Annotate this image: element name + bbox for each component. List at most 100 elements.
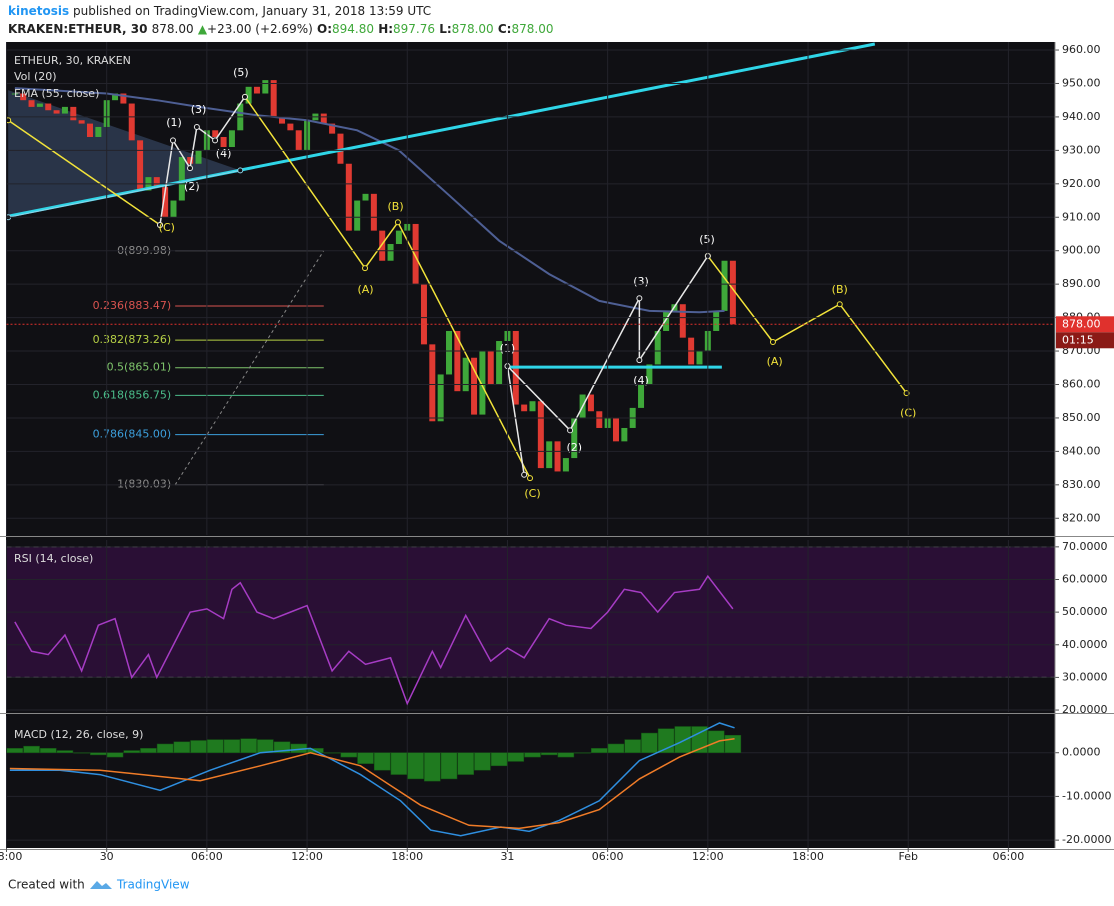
wave-label: (3) xyxy=(191,103,207,116)
x-tick-label: 12:00 xyxy=(692,850,724,863)
candle xyxy=(212,130,219,137)
candle xyxy=(220,136,227,148)
candle xyxy=(354,200,361,231)
wave-label: (B) xyxy=(832,283,848,296)
candle xyxy=(529,401,536,412)
candle xyxy=(28,100,35,107)
histogram-bar xyxy=(106,752,124,758)
y-tick-label: 70.0000 xyxy=(1062,540,1108,553)
histogram-bar xyxy=(457,752,474,775)
histogram-bar xyxy=(56,750,74,753)
candle xyxy=(345,163,352,231)
y-tick-label: -20.0000 xyxy=(1062,833,1111,846)
candle xyxy=(537,401,544,469)
author[interactable]: kinetosis xyxy=(8,4,69,18)
fib-label: 0.5(865.01) xyxy=(107,361,172,374)
candle xyxy=(554,441,561,472)
histogram-bar xyxy=(123,750,140,753)
candle xyxy=(521,404,528,412)
tv-logo xyxy=(90,881,112,889)
candle xyxy=(320,113,327,124)
candle xyxy=(596,411,603,428)
drawing-vertex xyxy=(6,117,12,124)
fib-label: 0.618(856.75) xyxy=(93,388,172,401)
candle xyxy=(713,310,720,331)
candle xyxy=(279,116,286,124)
change: +23.00 (+2.69%) xyxy=(207,22,313,36)
wave-label: (B) xyxy=(388,200,404,213)
y-tick-label: 20.0000 xyxy=(1062,703,1108,716)
candle xyxy=(170,200,177,218)
candle xyxy=(462,357,469,392)
histogram-bar xyxy=(641,732,658,753)
candle xyxy=(120,93,127,104)
histogram-bar xyxy=(407,752,424,780)
y-tick-label: 850.00 xyxy=(1062,411,1101,424)
triangle xyxy=(8,90,241,218)
y-tick-label: 940.00 xyxy=(1062,110,1101,123)
histogram-bar xyxy=(524,752,541,758)
candle xyxy=(195,150,202,164)
candle xyxy=(696,351,703,365)
candle xyxy=(53,110,60,114)
wave-label: (1) xyxy=(166,116,182,129)
candle xyxy=(412,223,419,285)
y-tick-label: 910.00 xyxy=(1062,210,1101,223)
histogram-bar xyxy=(90,752,107,756)
last-price-tag xyxy=(1056,316,1114,333)
wave-label: (C) xyxy=(159,221,175,234)
histogram-bar xyxy=(257,739,274,753)
o-val: 894.80 xyxy=(332,22,374,36)
y-tick-label: 40.0000 xyxy=(1062,638,1108,651)
histogram-bar xyxy=(674,726,692,753)
y-tick-label: 0.0000 xyxy=(1062,746,1101,759)
candle xyxy=(253,86,260,94)
histogram-bar xyxy=(223,739,241,753)
fib-label: 0.382(873.26) xyxy=(93,333,172,346)
histogram-bar xyxy=(39,748,57,753)
header-line: kinetosis published on TradingView.com, … xyxy=(8,4,431,18)
histogram-bar xyxy=(624,739,641,753)
candle xyxy=(487,351,494,385)
panel-title: RSI (14, close) xyxy=(14,552,93,565)
drawing-vertex xyxy=(636,295,643,302)
y-tick-label: 890.00 xyxy=(1062,277,1101,290)
histogram-bar xyxy=(190,740,207,753)
y-tick-label: 50.0000 xyxy=(1062,605,1108,618)
candle xyxy=(479,351,486,415)
histogram-bar xyxy=(206,739,224,753)
y-tick-label: 960.00 xyxy=(1062,43,1101,56)
histogram-bar xyxy=(574,752,591,754)
candle xyxy=(137,140,144,191)
candle xyxy=(679,304,686,338)
drawing-vertex xyxy=(836,301,843,308)
candle xyxy=(245,86,252,104)
candle xyxy=(454,330,461,392)
drawing-vertex xyxy=(394,219,401,226)
histogram-bar xyxy=(6,748,24,753)
candle xyxy=(663,310,670,331)
wave-label: (2) xyxy=(566,441,582,454)
x-tick-label: 12:00 xyxy=(291,850,323,863)
y-tick-label: 30.0000 xyxy=(1062,670,1108,683)
fib-label: 0.786(845.00) xyxy=(93,428,172,441)
x-tick-label: Feb xyxy=(898,850,917,863)
y-tick-label: 820.00 xyxy=(1062,511,1101,524)
y-tick-label: 60.0000 xyxy=(1062,572,1108,585)
last: 878.00 xyxy=(152,22,194,36)
x-tick-label: 18:00 xyxy=(391,850,423,863)
drawing-line xyxy=(707,255,908,394)
candle xyxy=(654,330,661,365)
candle xyxy=(721,260,728,311)
histogram-bar xyxy=(73,752,90,754)
candle xyxy=(78,120,85,124)
footer-brand[interactable]: TradingView xyxy=(116,878,190,892)
x-tick-label: 18:00 xyxy=(792,850,824,863)
candle xyxy=(429,344,436,422)
candle xyxy=(646,364,653,385)
l-val: 878.00 xyxy=(452,22,494,36)
symbol: KRAKEN:ETHEUR, 30 xyxy=(8,22,147,36)
histogram-bar xyxy=(340,752,358,758)
candle xyxy=(162,187,169,218)
